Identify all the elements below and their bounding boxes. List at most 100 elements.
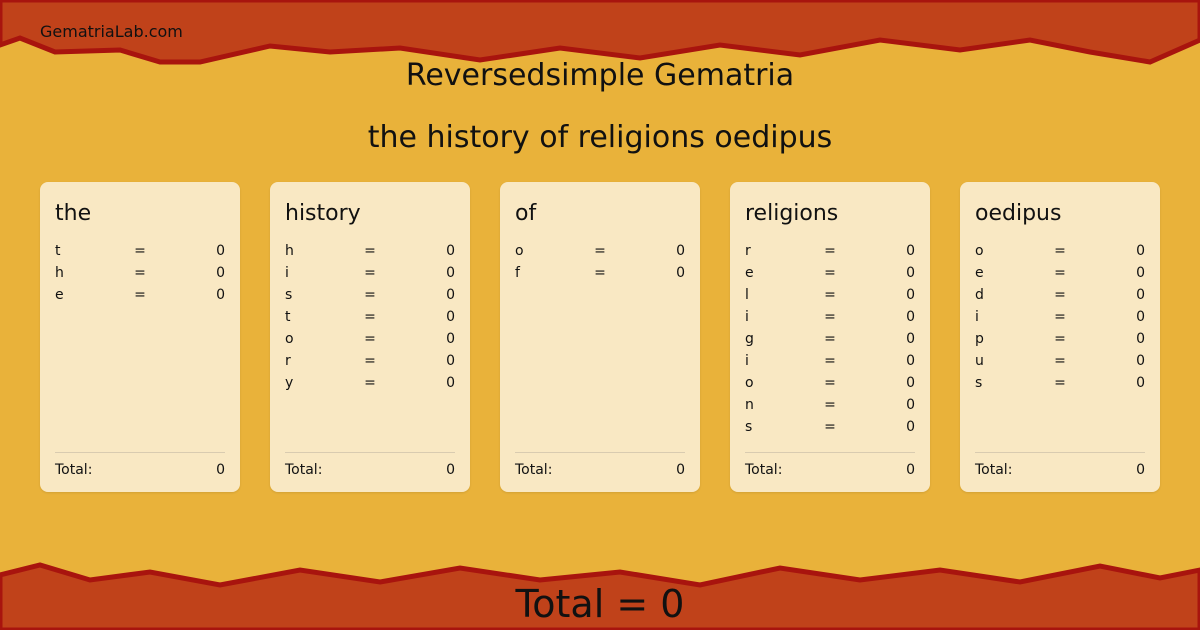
letter: o (745, 375, 754, 391)
letter: s (285, 287, 293, 303)
letter: f (515, 265, 520, 281)
card-total: Total: 0 (55, 452, 225, 478)
letter-value: 0 (1136, 309, 1145, 325)
letter: u (975, 353, 984, 369)
total-label: Total: (745, 462, 783, 478)
letter-row: d = 0 (975, 284, 1145, 306)
equals-sign: = (134, 287, 146, 303)
equals-sign: = (824, 265, 836, 281)
equals-sign: = (364, 375, 376, 391)
letter: t (55, 243, 61, 259)
card-total: Total: 0 (745, 452, 915, 478)
letter-row: u = 0 (975, 350, 1145, 372)
total-label: Total: (515, 462, 553, 478)
letter-row: i = 0 (745, 350, 915, 372)
letter-value: 0 (446, 353, 455, 369)
letter-row: t = 0 (285, 306, 455, 328)
word-title: oedipus (975, 201, 1062, 226)
letter-value: 0 (676, 265, 685, 281)
equals-sign: = (824, 397, 836, 413)
grand-total: Total = 0 (515, 582, 685, 626)
total-value: 0 (906, 462, 915, 478)
letter: i (745, 353, 749, 369)
letter-row: h = 0 (285, 240, 455, 262)
total-value: 0 (1136, 462, 1145, 478)
letter-value: 0 (216, 243, 225, 259)
letter: r (285, 353, 291, 369)
word-title: of (515, 201, 537, 226)
word-card: oedipus o = 0 e = 0 d = 0 i = 0 p = 0 u … (960, 182, 1160, 492)
total-value: 0 (676, 462, 685, 478)
letter: o (515, 243, 524, 259)
letter-row: o = 0 (745, 372, 915, 394)
letter-row: s = 0 (745, 416, 915, 438)
letter-row: r = 0 (285, 350, 455, 372)
site-logo-link[interactable]: GematriaLab.com (40, 22, 183, 41)
equals-sign: = (364, 353, 376, 369)
letter: h (55, 265, 64, 281)
card-total: Total: 0 (975, 452, 1145, 478)
letter: h (285, 243, 294, 259)
letter-row: p = 0 (975, 328, 1145, 350)
letter-value: 0 (676, 243, 685, 259)
word-title: the (55, 201, 92, 226)
letter-row: g = 0 (745, 328, 915, 350)
total-label: Total: (285, 462, 323, 478)
equals-sign: = (364, 243, 376, 259)
letter-row: r = 0 (745, 240, 915, 262)
total-label: Total: (55, 462, 93, 478)
equals-sign: = (824, 243, 836, 259)
letter-value: 0 (906, 243, 915, 259)
equals-sign: = (824, 287, 836, 303)
page-title: Reversedsimple Gematria (405, 58, 795, 93)
equals-sign: = (824, 331, 836, 347)
letter-value: 0 (906, 397, 915, 413)
letter-row: e = 0 (975, 262, 1145, 284)
letter-value: 0 (906, 287, 915, 303)
letter: o (975, 243, 984, 259)
equals-sign: = (364, 331, 376, 347)
letter: o (285, 331, 294, 347)
letter-value: 0 (1136, 331, 1145, 347)
equals-sign: = (824, 309, 836, 325)
letter-row: i = 0 (745, 306, 915, 328)
letter: d (975, 287, 984, 303)
letter: l (745, 287, 749, 303)
letter: s (745, 419, 753, 435)
letter-value: 0 (906, 419, 915, 435)
total-value: 0 (216, 462, 225, 478)
letter-row: i = 0 (975, 306, 1145, 328)
letter-value: 0 (906, 375, 915, 391)
letter-value: 0 (446, 265, 455, 281)
word-title: religions (745, 201, 839, 226)
letter: t (285, 309, 291, 325)
word-card: the t = 0 h = 0 e = 0 Total: 0 (40, 182, 240, 492)
equals-sign: = (134, 265, 146, 281)
letter-value: 0 (1136, 265, 1145, 281)
word-cards: the t = 0 h = 0 e = 0 Total: 0 history h … (40, 182, 1160, 492)
letter-row: s = 0 (975, 372, 1145, 394)
letter: n (745, 397, 754, 413)
total-value: 0 (446, 462, 455, 478)
letter-value: 0 (446, 287, 455, 303)
letter-row: o = 0 (285, 328, 455, 350)
letter-row: h = 0 (55, 262, 225, 284)
word-card: of o = 0 f = 0 Total: 0 (500, 182, 700, 492)
letter: i (285, 265, 289, 281)
letter-row: o = 0 (515, 240, 685, 262)
letter: e (55, 287, 64, 303)
equals-sign: = (1054, 265, 1066, 281)
equals-sign: = (824, 375, 836, 391)
equals-sign: = (824, 353, 836, 369)
phrase-heading: the history of religions oedipus (367, 120, 833, 155)
letter-row: o = 0 (975, 240, 1145, 262)
letter-row: l = 0 (745, 284, 915, 306)
letter-row: e = 0 (745, 262, 915, 284)
equals-sign: = (594, 265, 606, 281)
letter: r (745, 243, 751, 259)
letter-value: 0 (446, 331, 455, 347)
letter-value: 0 (906, 353, 915, 369)
letter-value: 0 (446, 309, 455, 325)
equals-sign: = (594, 243, 606, 259)
